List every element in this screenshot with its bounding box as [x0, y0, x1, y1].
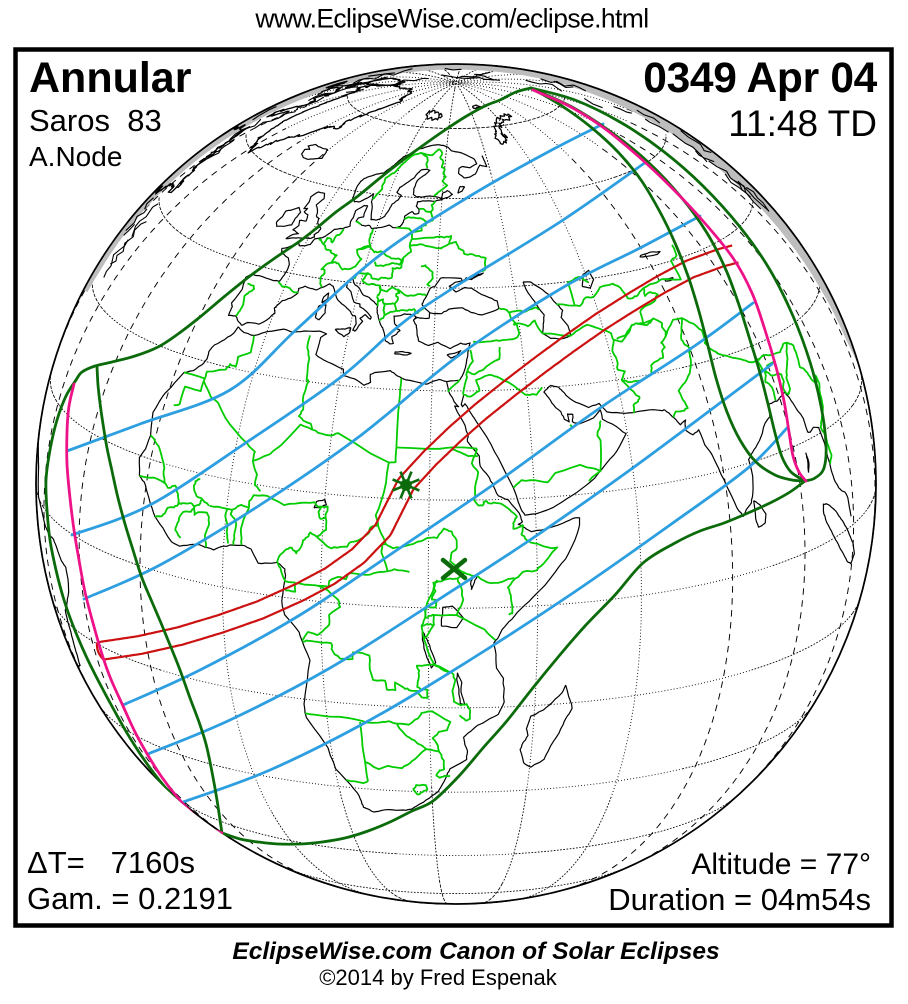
- svg-text:Annular: Annular: [29, 54, 192, 102]
- svg-text:11:48 TD: 11:48 TD: [728, 103, 877, 144]
- svg-text:0349 Apr 04: 0349 Apr 04: [643, 55, 877, 102]
- svg-text:Altitude = 77°: Altitude = 77°: [691, 848, 871, 881]
- svg-text:Gam. = 0.2191: Gam. = 0.2191: [27, 881, 233, 916]
- svg-text:www.EclipseWise.com/eclipse.ht: www.EclipseWise.com/eclipse.html: [254, 4, 648, 34]
- svg-text:A.Node: A.Node: [29, 141, 122, 172]
- svg-text:EclipseWise.com Canon of Solar: EclipseWise.com Canon of Solar Eclipses: [232, 938, 719, 965]
- svg-text:Duration = 04m54s: Duration = 04m54s: [608, 882, 871, 917]
- svg-text:©2014 by Fred Espenak: ©2014 by Fred Espenak: [319, 965, 558, 990]
- svg-text:Saros 83: Saros 83: [29, 103, 162, 138]
- svg-text:ΔT= 7160s: ΔT= 7160s: [27, 845, 195, 880]
